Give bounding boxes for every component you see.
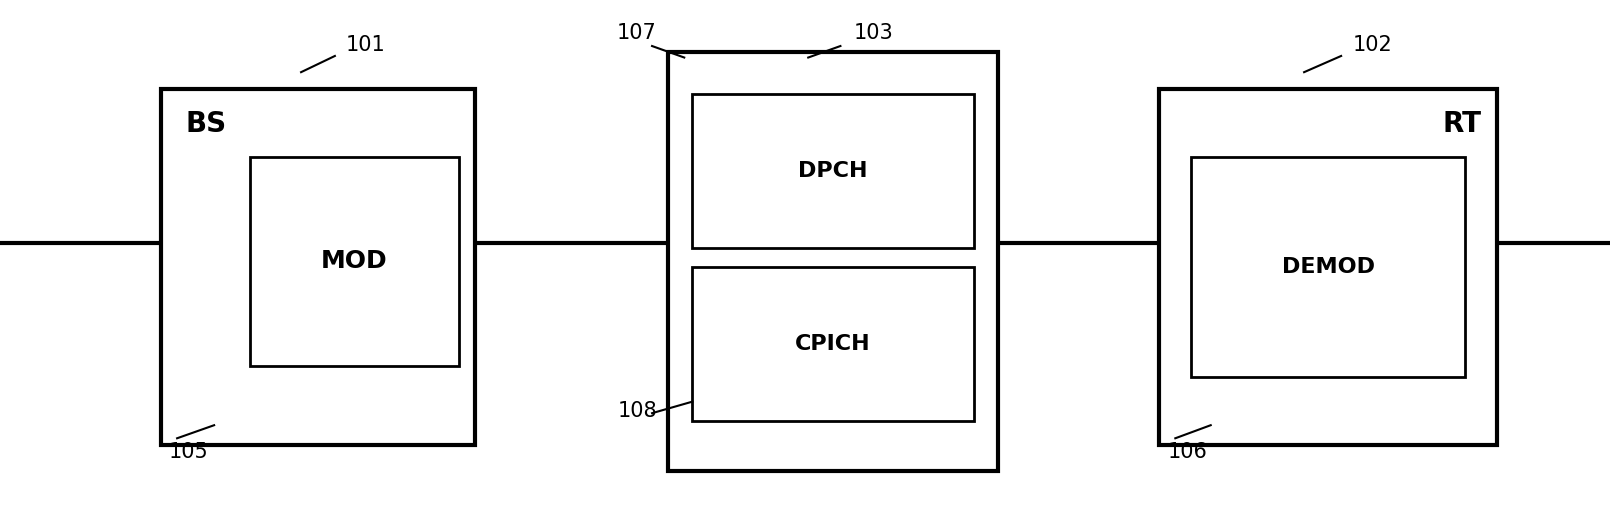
Text: 108: 108	[617, 401, 657, 421]
Bar	[250, 157, 459, 366]
Text: 107: 107	[617, 23, 657, 43]
Text: 105: 105	[169, 442, 209, 462]
Bar	[692, 267, 974, 421]
Bar	[1191, 157, 1465, 377]
Text: DPCH: DPCH	[799, 161, 868, 181]
Bar	[1159, 89, 1497, 445]
Text: MOD: MOD	[320, 249, 388, 274]
Text: CPICH: CPICH	[795, 334, 871, 354]
Bar	[161, 89, 475, 445]
Bar	[692, 94, 974, 248]
Text: 103: 103	[853, 23, 894, 43]
Text: 102: 102	[1352, 35, 1393, 55]
Text: RT: RT	[1443, 110, 1481, 138]
Text: DEMOD: DEMOD	[1282, 257, 1375, 277]
Text: 106: 106	[1167, 442, 1208, 462]
Text: BS: BS	[185, 110, 227, 138]
Text: 101: 101	[346, 35, 386, 55]
Bar	[668, 52, 998, 471]
